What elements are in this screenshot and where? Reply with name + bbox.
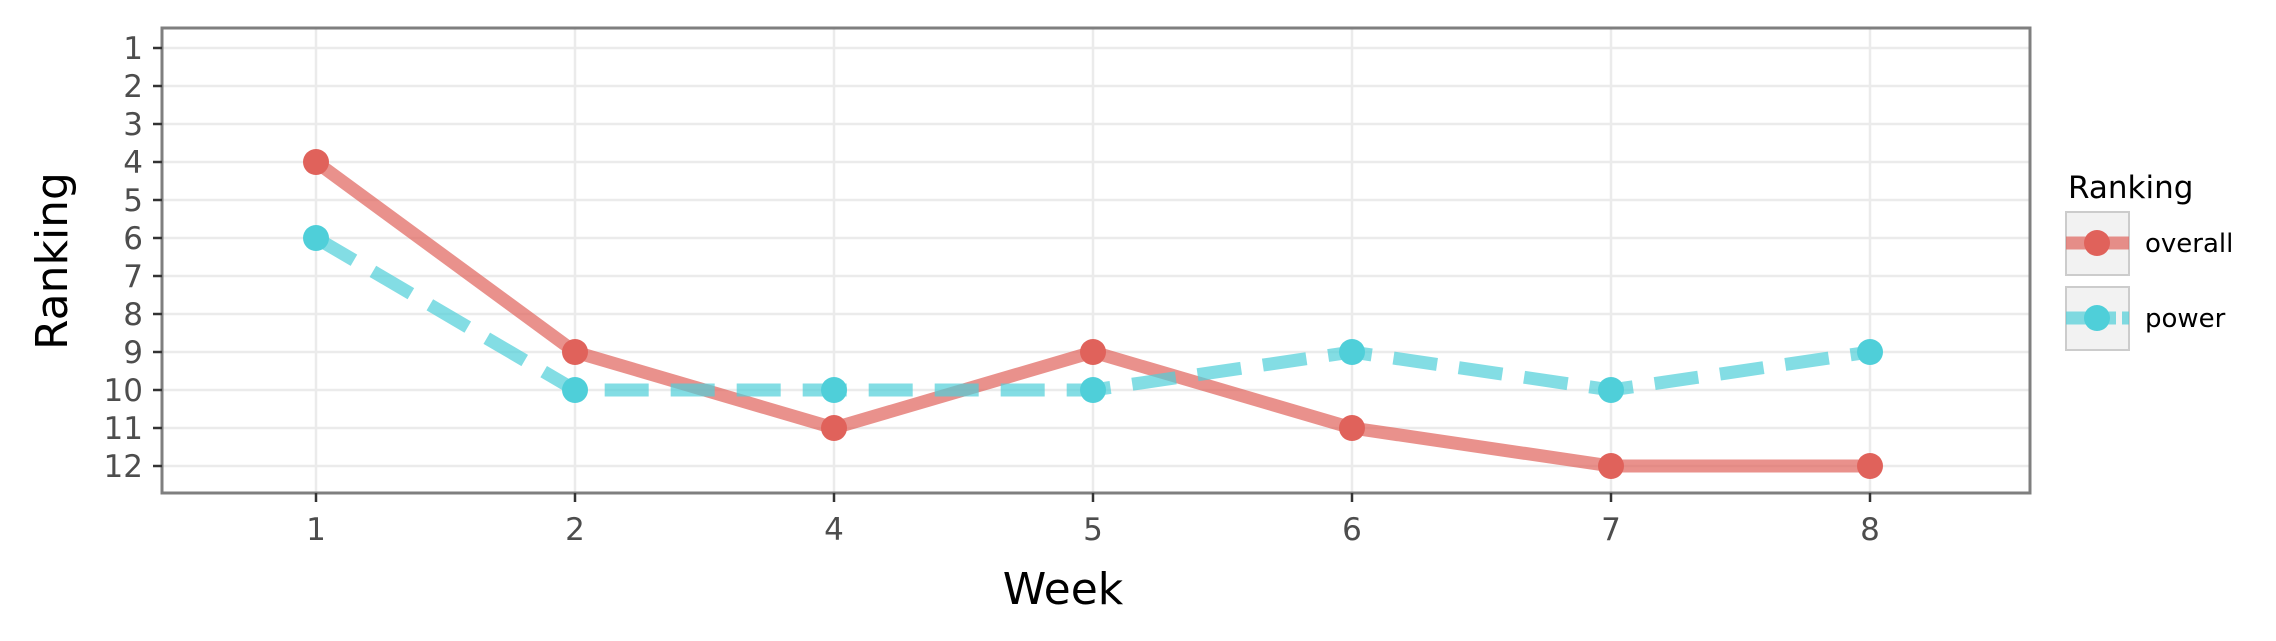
y-tick-label: 7 xyxy=(123,259,143,295)
point-power xyxy=(821,377,847,403)
legend-item-power: power xyxy=(2065,286,2226,351)
y-tick-label: 9 xyxy=(123,335,143,371)
plot-border xyxy=(160,26,2032,495)
plot-background xyxy=(162,28,2030,493)
legend-label: power xyxy=(2145,304,2226,334)
legend-title: Ranking xyxy=(2068,170,2193,206)
y-tick-label: 3 xyxy=(123,107,143,143)
x-tick-label: 5 xyxy=(1083,512,1103,548)
point-power xyxy=(1857,339,1883,365)
x-tick-label: 1 xyxy=(306,512,326,548)
series-layer xyxy=(303,149,1883,479)
y-tick-label: 11 xyxy=(104,411,143,447)
point-power xyxy=(562,377,588,403)
point-overall xyxy=(303,149,329,175)
x-axis: 1 2 4 5 6 7 8 xyxy=(306,493,1880,548)
y-tick-label: 6 xyxy=(123,221,143,257)
y-tick-label: 10 xyxy=(104,373,143,409)
point-overall xyxy=(1339,415,1365,441)
point-power xyxy=(1339,339,1365,365)
point-overall xyxy=(1857,453,1883,479)
point-overall xyxy=(1598,453,1624,479)
point-overall xyxy=(821,415,847,441)
legend: Ranking overall power xyxy=(2065,170,2233,351)
legend-item-overall: overall xyxy=(2065,211,2233,276)
x-axis-title: Week xyxy=(1003,564,1124,615)
y-tick-label: 4 xyxy=(123,145,143,181)
x-tick-label: 2 xyxy=(565,512,585,548)
point-overall xyxy=(1080,339,1106,365)
x-tick-label: 4 xyxy=(824,512,844,548)
legend-key-point xyxy=(2084,305,2110,331)
legend-label: overall xyxy=(2145,229,2233,259)
y-tick-label: 5 xyxy=(123,183,143,219)
y-tick-label: 1 xyxy=(123,31,143,67)
y-tick-label: 12 xyxy=(104,449,143,485)
y-axis-title: Ranking xyxy=(27,172,78,350)
y-tick-label: 8 xyxy=(123,297,143,333)
point-power xyxy=(303,225,329,251)
y-tick-label: 2 xyxy=(123,69,143,105)
point-power xyxy=(1598,377,1624,403)
legend-key-point xyxy=(2084,230,2110,256)
x-tick-label: 6 xyxy=(1342,512,1362,548)
x-tick-label: 8 xyxy=(1860,512,1880,548)
x-tick-label: 7 xyxy=(1601,512,1621,548)
point-power xyxy=(1080,377,1106,403)
point-overall xyxy=(562,339,588,365)
